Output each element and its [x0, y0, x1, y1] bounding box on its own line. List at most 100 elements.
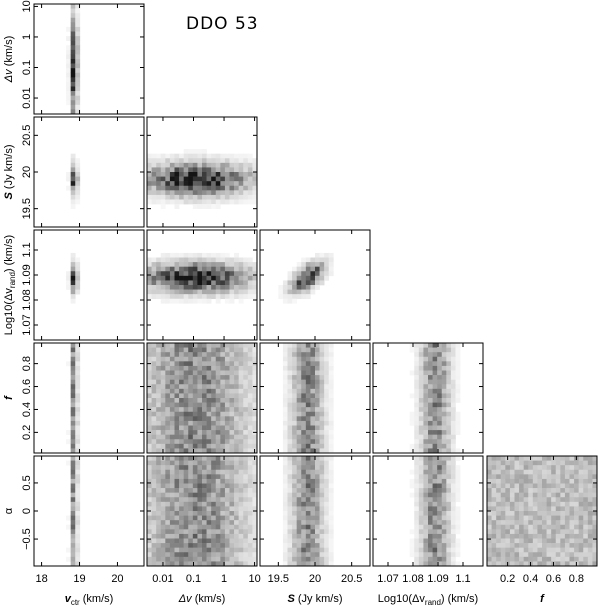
density-cell — [224, 298, 230, 304]
density-cell — [324, 347, 330, 353]
density-cell — [564, 492, 570, 498]
panel-frame — [372, 342, 484, 454]
density-cell — [574, 469, 579, 475]
density-cell — [66, 547, 71, 553]
density-cell — [423, 515, 429, 521]
density-cell — [202, 294, 207, 300]
density-cell — [169, 478, 175, 484]
density-cell — [496, 561, 502, 567]
density-cell — [310, 361, 316, 367]
density-cell — [188, 497, 194, 503]
density-cell — [156, 488, 162, 493]
density-cell — [310, 356, 316, 362]
density-cell — [432, 393, 438, 399]
density-cell — [156, 375, 162, 380]
density-cell — [188, 149, 194, 154]
density-cell — [75, 533, 81, 539]
density-cell — [169, 456, 175, 461]
density-cell — [169, 483, 175, 489]
density-cell — [75, 49, 81, 55]
density-cell — [446, 478, 452, 484]
density-cell — [206, 520, 212, 526]
density-cell — [206, 266, 212, 272]
density-cell — [414, 520, 420, 526]
density-cell — [160, 347, 166, 353]
density-cell — [215, 275, 221, 281]
density-cell — [183, 448, 189, 454]
density-cell — [156, 275, 162, 281]
density-cell — [491, 474, 497, 480]
density-cell — [247, 285, 253, 290]
density-cell — [75, 529, 81, 535]
density-cell — [319, 465, 325, 471]
density-cell — [523, 506, 529, 512]
density-cell — [229, 474, 235, 480]
density-cell — [500, 515, 506, 521]
density-cell — [165, 185, 171, 191]
density-cell — [560, 483, 566, 489]
density-cell — [446, 543, 452, 548]
density-cell — [328, 533, 334, 539]
density-cell — [328, 393, 334, 399]
density-cell — [505, 511, 511, 516]
density-cell — [578, 561, 584, 567]
density-cell — [188, 375, 194, 380]
density-cell — [156, 561, 162, 567]
density-cell — [523, 497, 529, 503]
density-cell — [197, 561, 203, 567]
density-cell — [229, 379, 235, 385]
density-cell — [328, 543, 334, 548]
density-cell — [324, 538, 330, 544]
density-cell — [183, 556, 189, 562]
density-cell — [437, 529, 443, 535]
density-cell — [151, 501, 157, 507]
density-cell — [220, 533, 226, 539]
density-cell — [215, 167, 221, 173]
density-cell — [505, 492, 511, 498]
density-cell — [432, 420, 438, 426]
density-cell — [301, 289, 307, 295]
density-cell — [174, 443, 180, 449]
density-cell — [206, 298, 212, 304]
density-cell — [418, 443, 424, 449]
density-cell — [183, 190, 189, 196]
density-cell — [147, 379, 152, 385]
density-cell — [206, 425, 212, 431]
density-cell — [500, 460, 506, 466]
density-cell — [532, 561, 538, 567]
density-cell — [229, 361, 235, 367]
density-cell — [296, 294, 302, 300]
density-cell — [542, 478, 547, 484]
density-cell — [183, 543, 189, 548]
density-cell — [224, 172, 230, 177]
density-cell — [243, 379, 249, 385]
density-cell — [165, 515, 171, 521]
density-cell — [310, 497, 316, 503]
density-cell — [247, 515, 253, 521]
density-cell — [592, 474, 598, 480]
density-cell — [319, 280, 325, 286]
density-cell — [555, 515, 561, 521]
density-cell — [238, 478, 244, 484]
density-cell — [301, 478, 307, 484]
density-cell — [66, 556, 71, 562]
density-cell — [243, 478, 249, 484]
density-cell — [450, 434, 456, 440]
density-cell — [156, 393, 162, 399]
density-cell — [183, 388, 189, 394]
density-cell — [428, 393, 433, 399]
density-cell — [409, 393, 415, 399]
density-cell — [169, 181, 175, 187]
density-cell — [192, 538, 198, 544]
density-cell — [441, 356, 447, 362]
density-cell — [583, 474, 589, 480]
density-cell — [423, 361, 429, 367]
density-cell — [564, 529, 570, 535]
density-cell — [514, 529, 520, 535]
density-cell — [301, 443, 307, 449]
density-cell — [315, 515, 320, 521]
density-cell — [197, 204, 203, 209]
density-cell — [160, 199, 166, 205]
density-cell — [188, 434, 194, 440]
density-cell — [238, 552, 244, 558]
